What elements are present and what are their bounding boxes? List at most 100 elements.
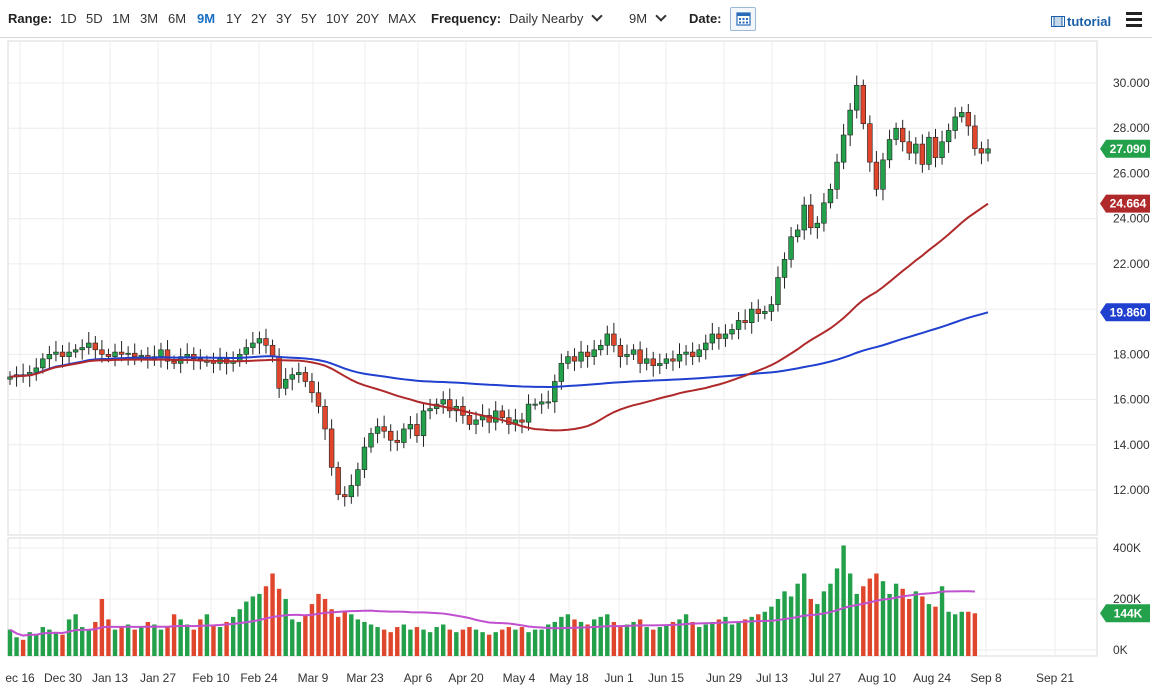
range-9m[interactable]: 9M: [197, 11, 216, 26]
range-20y[interactable]: 20Y: [356, 11, 380, 26]
candle: [716, 326, 722, 350]
candle: [926, 131, 932, 171]
volume-bar: [874, 573, 879, 656]
range-1d[interactable]: 1D: [60, 11, 77, 26]
volume-bar: [591, 619, 597, 656]
range-3m[interactable]: 3M: [140, 11, 159, 26]
price-tick-label: 16.000: [1113, 393, 1150, 407]
candle: [657, 353, 663, 375]
candle: [322, 399, 328, 441]
volume-bar: [329, 609, 334, 656]
candle: [591, 340, 597, 365]
candle: [387, 424, 394, 452]
range-1m[interactable]: 1M: [112, 11, 131, 26]
range-1y[interactable]: 1Y: [226, 11, 242, 26]
frequency-value: Daily Nearby: [509, 11, 584, 26]
candle: [217, 347, 223, 371]
candle: [486, 408, 492, 434]
candle: [565, 350, 571, 370]
calendar-button[interactable]: [730, 7, 756, 31]
volume-bar: [841, 545, 846, 656]
candle: [604, 325, 611, 356]
volume-bar: [112, 629, 118, 656]
volume-bar: [670, 621, 676, 656]
volume-bar: [211, 624, 216, 656]
volume-bar: [657, 627, 663, 656]
chevron-down-icon: [655, 10, 667, 22]
volume-bar: [66, 619, 72, 656]
candle: [867, 115, 873, 172]
candle: [414, 413, 420, 443]
volume-bar: [473, 629, 479, 656]
volume-bar: [381, 629, 387, 656]
volume-bar: [519, 627, 525, 656]
candle: [493, 401, 499, 431]
price-tick-label: 26.000: [1113, 166, 1150, 180]
volume-bar: [230, 616, 236, 656]
candle: [342, 486, 348, 507]
candle: [788, 227, 794, 268]
candle: [880, 152, 886, 201]
x-tick-label: May 4: [503, 671, 536, 685]
x-tick-label: Sep 8: [970, 671, 1002, 685]
volume-bar: [598, 616, 603, 656]
candle: [328, 419, 335, 476]
volume-bar: [585, 624, 590, 656]
candle: [972, 114, 978, 156]
volume-bar: [782, 591, 787, 656]
volume-bar: [290, 619, 295, 656]
volume-bar: [414, 627, 420, 656]
range-3y[interactable]: 3Y: [276, 11, 292, 26]
range-max[interactable]: MAX: [388, 11, 417, 26]
candle: [361, 437, 368, 479]
x-tick-label: Mar 9: [298, 671, 329, 685]
range-2y[interactable]: 2Y: [251, 11, 267, 26]
volume-bar: [191, 629, 196, 656]
candle: [545, 390, 551, 409]
range-6m[interactable]: 6M: [168, 11, 187, 26]
range-10y[interactable]: 10Y: [326, 11, 350, 26]
volume-bar: [880, 581, 886, 656]
volume-bar: [368, 624, 374, 656]
volume-bar: [93, 621, 98, 656]
volume-bar: [966, 611, 971, 656]
volume-bar: [421, 629, 426, 656]
range-5y[interactable]: 5Y: [301, 11, 317, 26]
volume-bar: [7, 629, 13, 656]
volume-bar: [893, 583, 899, 656]
menu-icon[interactable]: [1126, 12, 1142, 27]
candle: [749, 302, 755, 334]
volume-bar: [578, 621, 584, 656]
volume-bar: [395, 627, 400, 656]
candle: [860, 79, 866, 130]
volume-bar: [460, 629, 466, 656]
period-value: 9M: [629, 11, 648, 26]
x-tick-label: ec 16: [5, 671, 35, 685]
period-select[interactable]: 9M: [629, 10, 667, 26]
candle: [827, 183, 834, 209]
candle: [847, 103, 853, 147]
volume-bar: [480, 632, 485, 656]
chevron-down-icon: [591, 10, 604, 22]
volume-bar: [408, 629, 413, 656]
x-tick-label: Jun 1: [604, 671, 634, 685]
candle: [20, 363, 26, 383]
volume-label: 144K: [1114, 606, 1143, 620]
candle: [79, 339, 85, 360]
tutorial-link[interactable]: tutorial: [1051, 14, 1111, 29]
price-chart[interactable]: 30.00028.00026.00024.00022.00020.00018.0…: [0, 38, 1152, 692]
candle: [86, 331, 92, 355]
range-5d[interactable]: 5D: [86, 11, 103, 26]
volume-bar: [854, 593, 859, 656]
x-tick-label: Mar 23: [346, 671, 384, 685]
volume-bar: [795, 583, 800, 656]
volume-bar: [605, 614, 610, 656]
volume-bar: [152, 624, 157, 656]
volume-bar: [907, 599, 912, 656]
volume-bar: [447, 629, 452, 656]
frequency-select[interactable]: Daily Nearby: [509, 10, 604, 26]
volume-bar: [342, 611, 347, 656]
candle: [959, 106, 965, 123]
volume-bar: [546, 624, 551, 656]
volume-bar: [749, 616, 754, 656]
